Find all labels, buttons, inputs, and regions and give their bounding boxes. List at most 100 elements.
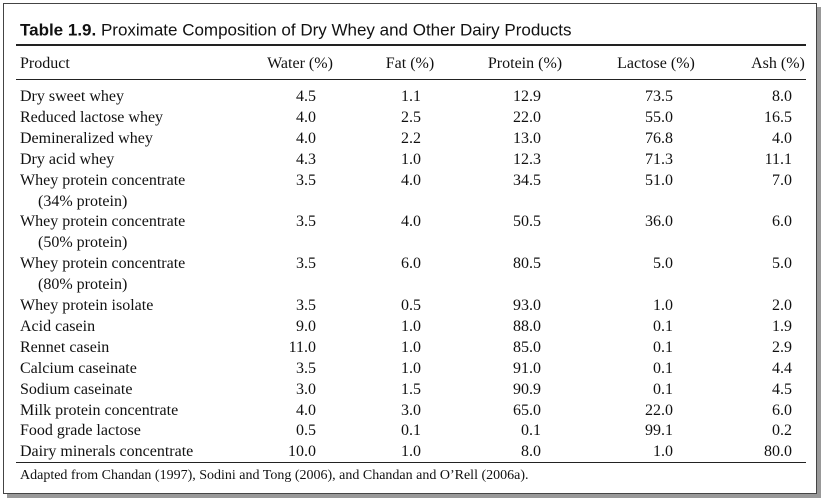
cell-value: 0.1 bbox=[401, 422, 421, 440]
cell-value: 3.5 bbox=[296, 213, 316, 231]
product-name: Acid casein bbox=[20, 317, 96, 335]
title: Table 1.9. Proximate Composition of Dry … bbox=[20, 22, 571, 39]
column-header: Water (%) bbox=[267, 55, 333, 72]
cell-value: 5.0 bbox=[653, 255, 673, 273]
cell-value: 11.1 bbox=[764, 150, 792, 168]
cell-value: 12.3 bbox=[513, 150, 541, 168]
cell-value: 1.0 bbox=[401, 338, 421, 356]
cell-value: 4.0 bbox=[296, 129, 316, 147]
product-name: Rennet casein bbox=[20, 338, 110, 356]
cell-value: 80.5 bbox=[513, 255, 541, 273]
product-name: Sodium caseinate bbox=[20, 380, 133, 398]
cell-value: 12.9 bbox=[513, 88, 541, 105]
table-number: Table 1.9. bbox=[20, 20, 97, 40]
cell-value: 3.5 bbox=[296, 359, 316, 377]
cell-value: 0.1 bbox=[521, 422, 541, 440]
product-name: Dry acid whey bbox=[20, 150, 115, 168]
cell-value: 10.0 bbox=[288, 443, 316, 461]
product-name: Reduced lactose whey bbox=[20, 108, 164, 126]
cell-value: 2.2 bbox=[401, 129, 421, 147]
product-name: (50% protein) bbox=[38, 234, 128, 252]
cell-value: 1.0 bbox=[401, 150, 421, 168]
product-name: Whey protein concentrate bbox=[20, 213, 186, 231]
cell-value: 8.0 bbox=[772, 88, 792, 105]
cell-value: 6.0 bbox=[772, 401, 792, 419]
column-header: Fat (%) bbox=[385, 55, 435, 72]
cell-value: 1.0 bbox=[401, 359, 421, 377]
cell-value: 34.5 bbox=[513, 171, 541, 189]
cell-value: 80.0 bbox=[764, 443, 792, 461]
cell-value: 9.0 bbox=[296, 317, 316, 335]
cell-value: 0.1 bbox=[653, 380, 673, 398]
cell-value: 91.0 bbox=[513, 359, 541, 377]
product-name: Demineralized whey bbox=[20, 129, 153, 147]
product-name: (80% protein) bbox=[38, 276, 128, 294]
column-header: Protein (%) bbox=[487, 55, 563, 72]
cell-value: 0.5 bbox=[401, 297, 421, 314]
cell-value: 2.0 bbox=[772, 297, 792, 314]
cell-value: 0.2 bbox=[772, 422, 792, 440]
footnote: Adapted from Chandan (1997), Sodini and … bbox=[20, 468, 529, 483]
cell-value: 3.0 bbox=[401, 401, 421, 419]
cell-value: 50.5 bbox=[513, 213, 541, 231]
cell-value: 1.0 bbox=[401, 317, 421, 335]
cell-value: 4.0 bbox=[401, 213, 421, 231]
cell-value: 0.1 bbox=[653, 359, 673, 377]
cell-value: 3.5 bbox=[296, 297, 316, 314]
cell-value: 0.5 bbox=[296, 422, 316, 440]
cell-value: 6.0 bbox=[401, 255, 421, 273]
cell-value: 1.0 bbox=[653, 443, 673, 461]
cell-value: 13.0 bbox=[513, 129, 541, 147]
product-name: Calcium caseinate bbox=[20, 359, 137, 377]
cell-value: 76.8 bbox=[645, 129, 673, 147]
cell-value: 4.3 bbox=[296, 150, 316, 168]
cell-value: 3.0 bbox=[296, 380, 316, 398]
cell-value: 4.0 bbox=[401, 171, 421, 189]
cell-value: 16.5 bbox=[764, 108, 792, 126]
product-name: Whey protein concentrate bbox=[20, 255, 186, 273]
table-title: Proximate Composition of Dry Whey and Ot… bbox=[100, 20, 572, 40]
cell-value: 36.0 bbox=[645, 213, 673, 231]
cell-value: 2.9 bbox=[772, 338, 792, 356]
cell-value: 4.0 bbox=[772, 129, 792, 147]
product-name: (34% protein) bbox=[38, 192, 128, 210]
cell-value: 7.0 bbox=[772, 171, 792, 189]
column-header: Lactose (%) bbox=[617, 55, 695, 72]
cell-value: 3.5 bbox=[296, 171, 316, 189]
product-name: Milk protein concentrate bbox=[20, 401, 179, 419]
cell-value: 4.0 bbox=[296, 108, 316, 126]
cell-value: 22.0 bbox=[513, 108, 541, 126]
product-name: Dry sweet whey bbox=[20, 88, 124, 105]
cell-value: 73.5 bbox=[645, 88, 673, 105]
cell-value: 11.0 bbox=[288, 338, 316, 356]
column-header: Product bbox=[20, 55, 70, 72]
cell-value: 0.1 bbox=[653, 338, 673, 356]
cell-value: 4.5 bbox=[296, 88, 316, 105]
cell-value: 1.9 bbox=[772, 317, 792, 335]
cell-value: 4.0 bbox=[296, 401, 316, 419]
cell-value: 71.3 bbox=[645, 150, 673, 168]
cell-value: 1.5 bbox=[401, 380, 421, 398]
product-name: Food grade lactose bbox=[20, 422, 141, 440]
cell-value: 65.0 bbox=[513, 401, 541, 419]
cell-value: 4.4 bbox=[772, 359, 792, 377]
cell-value: 1.0 bbox=[401, 443, 421, 461]
cell-value: 55.0 bbox=[645, 108, 673, 126]
cell-value: 88.0 bbox=[513, 317, 541, 335]
rule bbox=[16, 462, 806, 463]
cell-value: 0.1 bbox=[653, 317, 673, 335]
product-name: Dairy minerals concentrate bbox=[20, 443, 194, 461]
cell-value: 51.0 bbox=[645, 171, 673, 189]
cell-value: 2.5 bbox=[401, 108, 421, 126]
cell-value: 8.0 bbox=[521, 443, 541, 461]
table-frame bbox=[3, 3, 817, 494]
cell-value: 3.5 bbox=[296, 255, 316, 273]
column-header: Ash (%) bbox=[751, 55, 805, 72]
product-name: Whey protein isolate bbox=[20, 297, 154, 314]
cell-value: 6.0 bbox=[772, 213, 792, 231]
cell-value: 1.1 bbox=[401, 88, 421, 105]
cell-value: 93.0 bbox=[513, 297, 541, 314]
product-name: Whey protein concentrate bbox=[20, 171, 186, 189]
cell-value: 5.0 bbox=[772, 255, 792, 273]
